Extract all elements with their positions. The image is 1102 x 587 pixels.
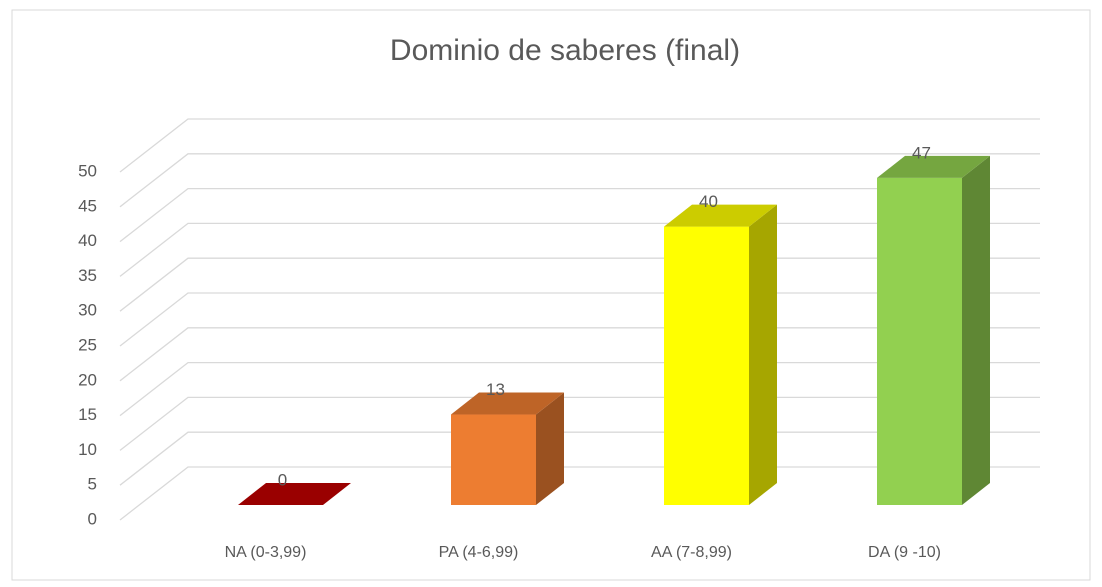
- y-tick-label: 35: [78, 266, 97, 285]
- bar-top: [451, 392, 564, 415]
- bar-front: [451, 414, 536, 505]
- data-label: 40: [699, 192, 718, 211]
- data-label: 0: [278, 470, 287, 489]
- data-label: 13: [486, 380, 505, 399]
- y-tick-label: 20: [78, 370, 97, 389]
- grid-line: [119, 187, 1040, 243]
- y-tick-label: 25: [78, 335, 97, 354]
- y-tick-label: 45: [78, 196, 97, 215]
- y-tick-label: 40: [78, 231, 97, 250]
- y-tick-label: 50: [78, 161, 97, 180]
- y-tick-label: 15: [78, 405, 97, 424]
- grid-line: [119, 118, 1040, 173]
- bar-top: [664, 204, 777, 227]
- x-tick-label: AA (7-8,99): [651, 544, 732, 561]
- y-tick-label: 5: [88, 475, 97, 494]
- x-tick-label: DA (9 -10): [868, 544, 941, 561]
- y-tick-label: 30: [78, 301, 97, 320]
- bar-top: [238, 483, 351, 505]
- bar-front: [877, 177, 962, 505]
- x-tick-label: PA (4-6,99): [439, 544, 519, 561]
- grid-line: [119, 153, 1040, 208]
- chart-title: Dominio de saberes (final): [390, 34, 740, 67]
- bar-side: [749, 204, 777, 505]
- bar-side: [962, 155, 990, 505]
- y-tick-label: 0: [88, 509, 97, 528]
- bar-front: [664, 226, 749, 505]
- data-label: 47: [912, 143, 931, 162]
- bar-side: [536, 392, 564, 505]
- y-tick-label: 10: [78, 440, 97, 459]
- x-tick-label: NA (0-3,99): [225, 544, 307, 561]
- bar-top: [877, 155, 990, 178]
